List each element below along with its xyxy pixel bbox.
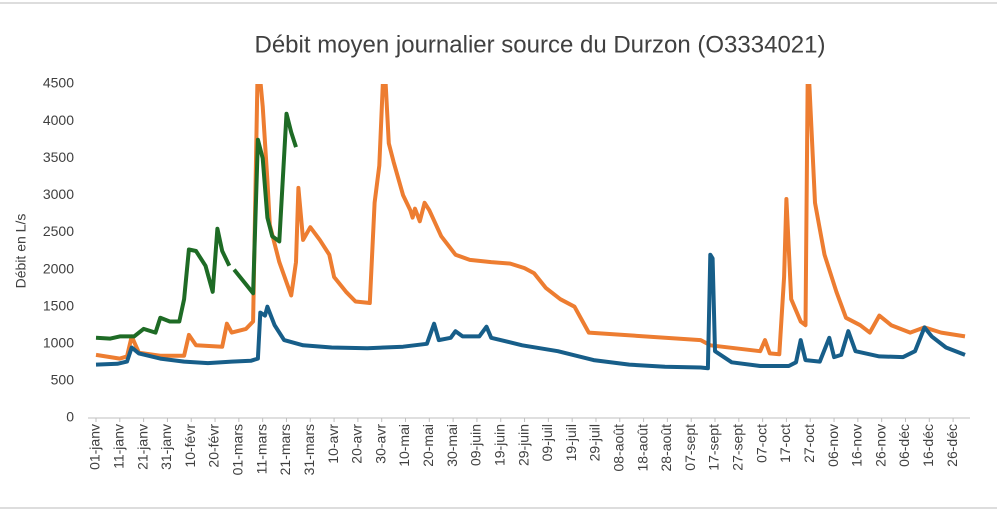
y-axis-label: Débit en L/s (13, 214, 29, 289)
x-tick-label: 18-août (634, 424, 650, 472)
x-tick-label: 31-mars (301, 424, 317, 475)
x-tick-label: 01-janv (87, 424, 103, 470)
x-tick-label: 27-sept (730, 424, 746, 471)
plot-area (95, 84, 966, 371)
x-tick-label: 20-févr (206, 424, 222, 468)
x-tick-label: 29-juil (587, 424, 603, 461)
x-tick-label: 26-déc (944, 424, 960, 467)
x-tick-label: 21-janv (134, 424, 150, 470)
x-tick-label: 17-sept (706, 424, 722, 471)
x-tick-label: 06-nov (825, 424, 841, 467)
x-tick-label: 11-mars (253, 424, 269, 474)
x-tick-label: 26-nov (872, 424, 888, 467)
y-tick-label: 3000 (43, 186, 74, 202)
x-tick-label: 31-janv (158, 424, 174, 470)
x-tick-label: 17-oct (777, 424, 793, 463)
x-tick-label: 27-oct (801, 424, 817, 463)
x-tick-label: 10-févr (182, 424, 198, 468)
x-tick-label: 19-juin (491, 424, 507, 466)
x-tick-label: 20-mai (420, 424, 436, 467)
x-tick-label: 07-sept (682, 424, 698, 471)
x-tick-label: 06-déc (896, 424, 912, 467)
y-tick-label: 1500 (43, 297, 74, 313)
x-tick-label: 01-mars (230, 424, 246, 475)
x-tick-label: 09-juil (539, 424, 555, 461)
x-tick-label: 07-oct (753, 424, 769, 463)
x-tick-label: 28-août (658, 424, 674, 472)
chart-title: Débit moyen journalier source du Durzon … (255, 31, 826, 58)
y-tick-label: 0 (66, 409, 74, 425)
x-tick-label: 30-avr (372, 424, 388, 464)
x-tick-label: 19-juil (563, 424, 579, 461)
x-tick-label: 10-avr (325, 424, 341, 464)
x-tick-label: 09-juin (468, 424, 484, 466)
x-tick-label: 21-mars (277, 424, 293, 475)
x-tick-label: 11-janv (111, 424, 127, 469)
x-tick-label: 10-mai (396, 424, 412, 467)
series-line (95, 252, 966, 371)
x-tick-label: 08-août (610, 424, 626, 472)
y-tick-label: 4500 (43, 75, 74, 91)
series-line (95, 111, 298, 341)
x-tick-label: 29-juin (515, 424, 531, 466)
x-tick-label: 20-avr (349, 424, 365, 464)
y-tick-label: 3500 (43, 149, 74, 165)
x-tick-label: 16-nov (849, 424, 865, 467)
y-tick-label: 2500 (43, 223, 74, 239)
series-line (95, 84, 966, 361)
y-tick-label: 2000 (43, 260, 74, 276)
x-tick-label: 16-déc (920, 424, 936, 467)
y-tick-label: 1000 (43, 334, 74, 350)
y-tick-label: 4000 (43, 112, 74, 128)
x-tick-label: 30-mai (444, 424, 460, 467)
y-tick-label: 500 (51, 372, 75, 388)
